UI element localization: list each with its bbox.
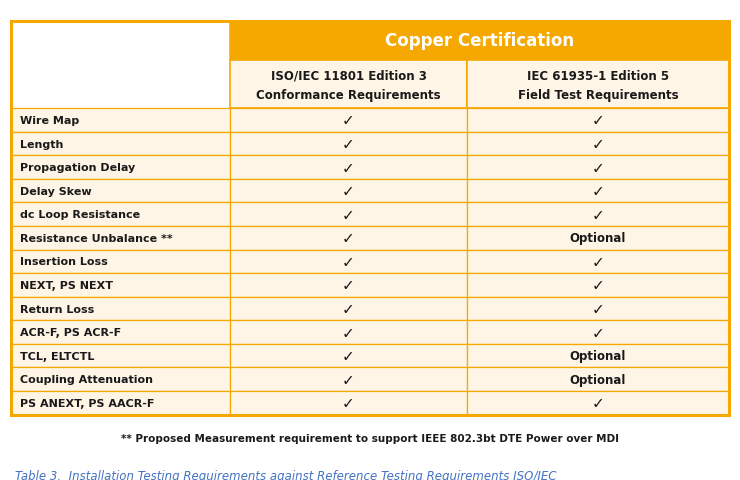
Text: dc Loop Resistance: dc Loop Resistance <box>20 210 140 220</box>
Text: ACR-F, PS ACR-F: ACR-F, PS ACR-F <box>20 327 121 337</box>
Text: ✓: ✓ <box>591 396 605 410</box>
Text: Optional: Optional <box>570 349 626 362</box>
Text: ✓: ✓ <box>591 254 605 269</box>
Text: Delay Skew: Delay Skew <box>20 186 92 196</box>
Text: Insertion Loss: Insertion Loss <box>20 257 108 267</box>
Text: ✓: ✓ <box>342 301 355 316</box>
Text: ✓: ✓ <box>591 278 605 293</box>
Text: ✓: ✓ <box>591 113 605 128</box>
Text: Resistance Unbalance **: Resistance Unbalance ** <box>20 233 172 243</box>
Text: ✓: ✓ <box>591 325 605 340</box>
Text: ✓: ✓ <box>342 160 355 175</box>
Text: Length: Length <box>20 139 64 149</box>
Text: ✓: ✓ <box>342 184 355 199</box>
Text: PS ANEXT, PS AACR-F: PS ANEXT, PS AACR-F <box>20 398 155 408</box>
Text: Optional: Optional <box>570 373 626 386</box>
Text: ✓: ✓ <box>591 160 605 175</box>
Text: ✓: ✓ <box>591 207 605 222</box>
Text: ✓: ✓ <box>342 372 355 387</box>
Text: Copper Certification: Copper Certification <box>385 32 574 50</box>
Text: Coupling Attenuation: Coupling Attenuation <box>20 374 153 384</box>
Text: ✓: ✓ <box>591 137 605 152</box>
Text: ✓: ✓ <box>591 184 605 199</box>
Text: ✓: ✓ <box>342 254 355 269</box>
Text: ✓: ✓ <box>342 207 355 222</box>
Text: Table 3.  Installation Testing Requirements against Reference Testing Requiremen: Table 3. Installation Testing Requiremen… <box>15 469 556 480</box>
Text: ✓: ✓ <box>342 137 355 152</box>
Text: ✓: ✓ <box>342 325 355 340</box>
Text: IEC 61935-1 Edition 5: IEC 61935-1 Edition 5 <box>527 70 669 83</box>
Text: Return Loss: Return Loss <box>20 304 94 314</box>
Text: ✓: ✓ <box>342 231 355 246</box>
Text: ** Proposed Measurement requirement to support IEEE 802.3bt DTE Power over MDI: ** Proposed Measurement requirement to s… <box>121 433 619 443</box>
Text: ✓: ✓ <box>591 301 605 316</box>
Text: ✓: ✓ <box>342 278 355 293</box>
Text: ✓: ✓ <box>342 113 355 128</box>
Text: ✓: ✓ <box>342 348 355 363</box>
Text: Wire Map: Wire Map <box>20 116 79 126</box>
Text: Optional: Optional <box>570 232 626 245</box>
Text: ISO/IEC 11801 Edition 3: ISO/IEC 11801 Edition 3 <box>271 70 426 83</box>
Text: Field Test Requirements: Field Test Requirements <box>517 89 679 102</box>
Text: Conformance Requirements: Conformance Requirements <box>256 89 441 102</box>
Text: TCL, ELTCTL: TCL, ELTCTL <box>20 351 95 361</box>
Text: Propagation Delay: Propagation Delay <box>20 163 135 173</box>
Text: ✓: ✓ <box>342 396 355 410</box>
Text: NEXT, PS NEXT: NEXT, PS NEXT <box>20 280 113 290</box>
